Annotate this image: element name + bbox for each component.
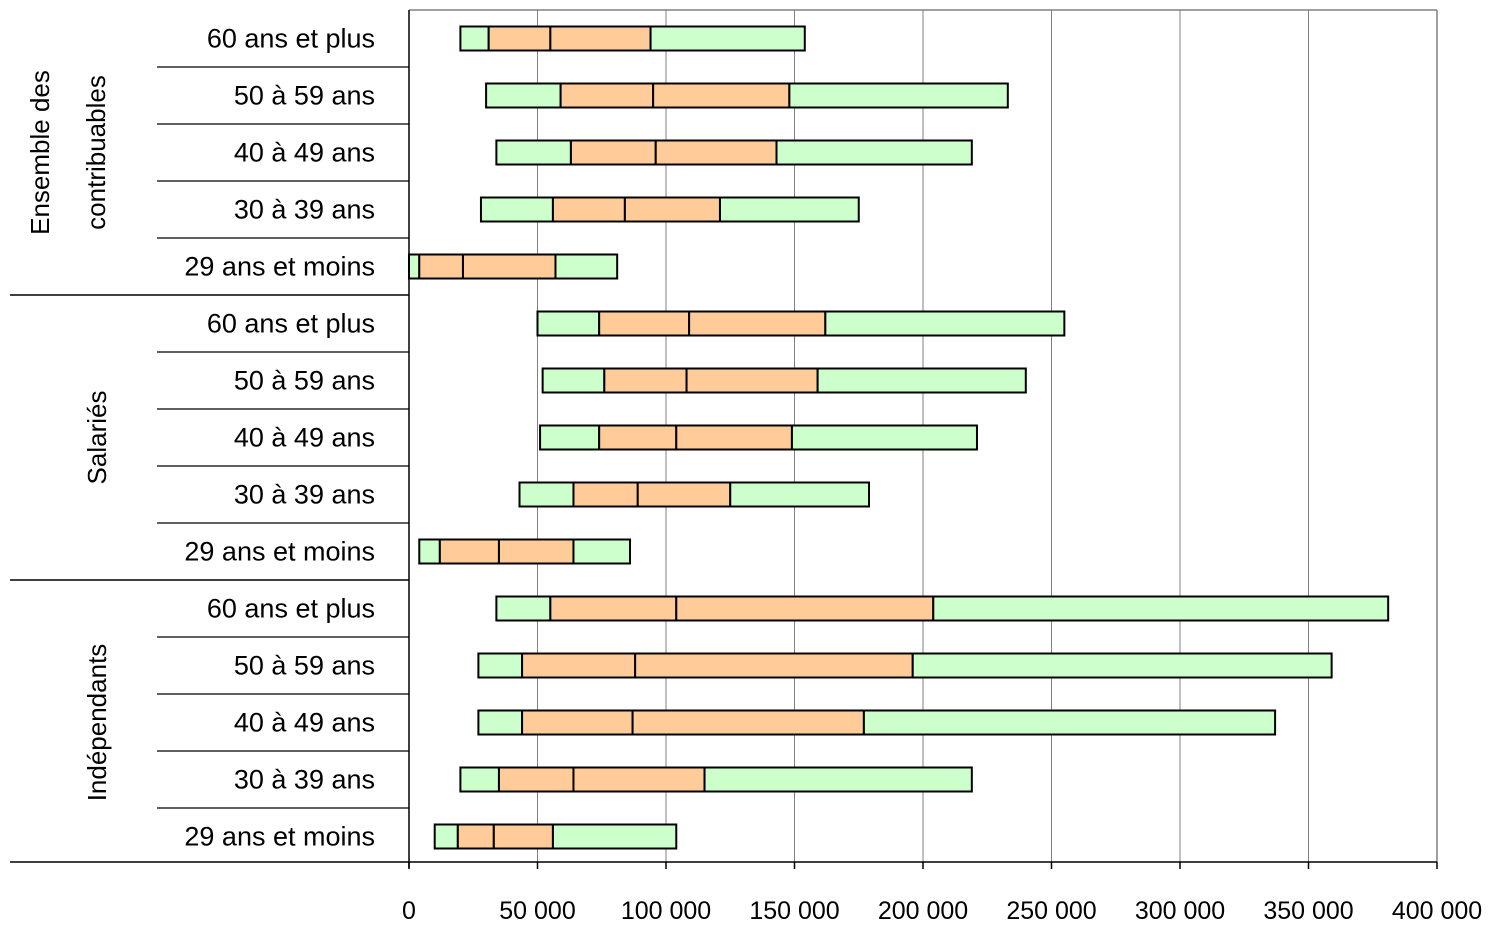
category-label: 29 ans et moins <box>184 252 375 282</box>
bar-segment <box>486 84 561 108</box>
bar-segment <box>553 198 625 222</box>
group-label-line: Indépendants <box>82 644 112 802</box>
category-label: 30 à 39 ans <box>234 765 375 795</box>
category-label: 50 à 59 ans <box>234 366 375 396</box>
bar-segment <box>460 27 488 51</box>
category-label: 50 à 59 ans <box>234 651 375 681</box>
bar-segment <box>571 141 656 165</box>
x-tick-label: 400 000 <box>1392 897 1482 925</box>
category-label: 60 ans et plus <box>207 594 375 624</box>
category-label: 30 à 39 ans <box>234 195 375 225</box>
bar-segment <box>458 825 494 849</box>
category-label: 40 à 49 ans <box>234 138 375 168</box>
bar-segment <box>638 483 731 507</box>
group-label-line: contribuables <box>81 75 111 230</box>
bar-segment <box>478 711 522 735</box>
bar-segment <box>409 255 419 279</box>
x-axis-ticks: 0 50 000 100 000 150 000 200 000 250 000 300 0… <box>402 862 1482 925</box>
category-label: 40 à 49 ans <box>234 708 375 738</box>
bar-segment <box>676 426 792 450</box>
category-labels: Ensemble des contribuables 60 ans et plus 5… <box>25 24 375 852</box>
x-tick-label: 0 <box>402 897 416 925</box>
x-tick-label: 100 000 <box>621 897 711 925</box>
group-label: Salariés <box>82 391 112 485</box>
bar-segment <box>499 768 574 792</box>
bar-segment <box>463 255 556 279</box>
bar-segment <box>419 255 463 279</box>
bar-segment <box>550 27 650 51</box>
bar-segment <box>689 312 825 336</box>
bar-segment <box>653 84 789 108</box>
bar-segment <box>543 369 605 393</box>
bar-segment <box>864 711 1275 735</box>
category-label: 30 à 39 ans <box>234 480 375 510</box>
bar-segment <box>604 369 686 393</box>
bar-segment <box>550 597 676 621</box>
bar-segment <box>705 768 972 792</box>
bars-layer <box>409 27 1388 849</box>
category-label: 29 ans et moins <box>184 537 375 567</box>
bar-segment <box>489 27 551 51</box>
bar-segment <box>599 426 676 450</box>
bar-segment <box>573 483 637 507</box>
bar-segment <box>933 597 1388 621</box>
bar-segment <box>540 426 599 450</box>
bar-segment <box>625 198 720 222</box>
bar-segment <box>435 825 458 849</box>
bar-segment <box>777 141 972 165</box>
category-label: 40 à 49 ans <box>234 423 375 453</box>
bar-segment <box>522 711 633 735</box>
bar-segment <box>481 198 553 222</box>
bar-segment <box>720 198 859 222</box>
bar-segment <box>687 369 818 393</box>
bar-segment <box>520 483 574 507</box>
group-label: Ensemble des contribuables <box>25 70 111 235</box>
bar-segment <box>538 312 600 336</box>
bar-segment <box>561 84 654 108</box>
bar-segment <box>633 711 864 735</box>
bar-segment <box>730 483 869 507</box>
bar-segment <box>825 312 1064 336</box>
bar-segment <box>599 312 689 336</box>
bar-segment <box>496 141 571 165</box>
bar-segment <box>555 255 617 279</box>
bar-segment <box>656 141 777 165</box>
x-tick-label: 200 000 <box>878 897 968 925</box>
bar-segment <box>494 825 553 849</box>
bar-segment <box>635 654 913 678</box>
bar-segment <box>419 540 440 564</box>
category-label: 60 ans et plus <box>207 24 375 54</box>
bar-segment <box>460 768 499 792</box>
bar-segment <box>496 597 550 621</box>
x-tick-label: 350 000 <box>1263 897 1353 925</box>
group-label-line: Ensemble des <box>25 70 55 235</box>
x-tick-label: 150 000 <box>749 897 839 925</box>
category-label: 60 ans et plus <box>207 309 375 339</box>
category-label: 29 ans et moins <box>184 822 375 852</box>
bar-segment <box>818 369 1026 393</box>
bar-segment <box>522 654 635 678</box>
x-tick-label: 50 000 <box>499 897 575 925</box>
group-label-line: Salariés <box>82 391 112 485</box>
bar-segment <box>913 654 1332 678</box>
bar-segment <box>553 825 676 849</box>
bar-segment <box>789 84 1007 108</box>
bar-segment <box>499 540 574 564</box>
bar-segment <box>478 654 522 678</box>
bar-segment <box>573 768 704 792</box>
group-label: Indépendants <box>82 644 112 802</box>
bar-segment <box>573 540 630 564</box>
bar-segment <box>651 27 805 51</box>
x-tick-label: 300 000 <box>1135 897 1225 925</box>
bar-segment <box>676 597 933 621</box>
bar-segment <box>792 426 977 450</box>
bar-segment <box>440 540 499 564</box>
x-tick-label: 250 000 <box>1006 897 1096 925</box>
category-label: 50 à 59 ans <box>234 81 375 111</box>
